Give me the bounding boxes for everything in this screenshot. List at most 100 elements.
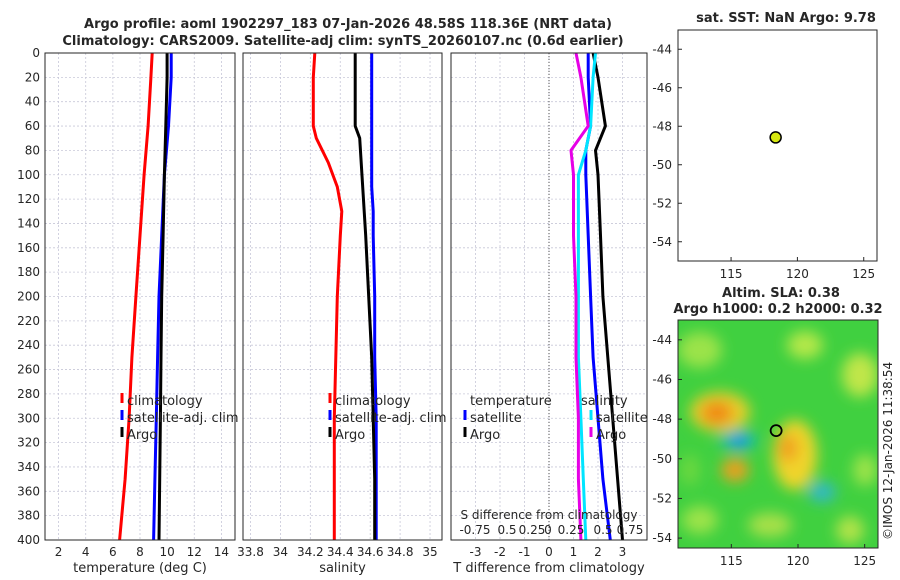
x-tick-label: 34.8 bbox=[387, 545, 414, 559]
top-tick-label: 0 bbox=[544, 523, 552, 537]
top-axis-label: S difference from climatology bbox=[461, 508, 638, 522]
x-tick-label: -3 bbox=[470, 545, 482, 559]
x-tick-label: 33.8 bbox=[237, 545, 264, 559]
x-axis-label: temperature (deg C) bbox=[73, 561, 207, 576]
legend-title-salinity: salinity bbox=[581, 394, 628, 409]
x-tick-label: 34.2 bbox=[297, 545, 324, 559]
series-line-argo bbox=[157, 53, 169, 541]
map-y-tick-label: -48 bbox=[652, 119, 672, 133]
y-tick-label: 80 bbox=[25, 143, 40, 157]
map-y-tick-label: -52 bbox=[652, 491, 672, 505]
y-tick-label: 220 bbox=[17, 314, 40, 328]
y-tick-label: 160 bbox=[17, 241, 40, 255]
title-line-1: Argo profile: aoml 1902297_183 07-Jan-20… bbox=[84, 17, 612, 32]
series-line-argo bbox=[353, 53, 377, 540]
y-tick-label: 20 bbox=[25, 70, 40, 84]
legend-label: Argo bbox=[470, 428, 500, 443]
series-line-climatology bbox=[118, 52, 154, 541]
sla-title-2: Argo h1000: 0.2 h2000: 0.32 bbox=[673, 302, 882, 317]
y-tick-label: 340 bbox=[17, 460, 40, 474]
plot-frame bbox=[242, 52, 443, 541]
x-tick-label: 4 bbox=[82, 545, 90, 559]
y-tick-label: 200 bbox=[17, 290, 40, 304]
sla-map-frame bbox=[677, 319, 879, 549]
map-y-tick-label: -54 bbox=[652, 235, 672, 249]
sla-heatmap bbox=[678, 320, 878, 548]
series-line-climatology bbox=[311, 52, 344, 540]
map-x-tick-label: 115 bbox=[720, 554, 743, 568]
legend-label: climatology bbox=[127, 394, 203, 409]
y-tick-label: 380 bbox=[17, 509, 40, 523]
y-tick-label: 280 bbox=[17, 387, 40, 401]
map-y-tick-label: -52 bbox=[652, 196, 672, 210]
legend-label: satellite bbox=[470, 411, 522, 426]
plot-frame bbox=[450, 52, 648, 541]
sla-title-1: Altim. SLA: 0.38 bbox=[722, 286, 840, 301]
x-tick-label: 0 bbox=[545, 545, 553, 559]
legend-label: Argo bbox=[335, 428, 365, 443]
map-x-tick-label: 120 bbox=[787, 554, 810, 568]
legend-label: satellite-adj. clim bbox=[335, 411, 447, 426]
sst-map-title: sat. SST: NaN Argo: 9.78 bbox=[696, 11, 876, 26]
y-tick-label: 60 bbox=[25, 119, 40, 133]
y-tick-label: 140 bbox=[17, 216, 40, 230]
x-tick-label: 10 bbox=[160, 545, 175, 559]
difference-panel: -3 -2 -1 0 1 2 3 T difference from climatology t… bbox=[450, 52, 648, 576]
map-y-tick-label: -46 bbox=[652, 372, 672, 386]
y-tick-label: 400 bbox=[17, 533, 40, 547]
x-tick-label: 34.6 bbox=[357, 545, 384, 559]
y-tick-label: 320 bbox=[17, 436, 40, 450]
map-y-tick-label: -50 bbox=[652, 158, 672, 172]
legend-label: satellite bbox=[596, 411, 648, 426]
top-tick-label: 0.25 bbox=[558, 523, 585, 537]
x-axis-label: T difference from climatology bbox=[452, 561, 645, 576]
map-x-tick-label: 125 bbox=[852, 267, 875, 281]
sst-map-frame bbox=[677, 29, 878, 262]
y-tick-label: 360 bbox=[17, 484, 40, 498]
y-tick-label: 300 bbox=[17, 411, 40, 425]
x-tick-label: 6 bbox=[109, 545, 117, 559]
legend-label: Argo bbox=[127, 428, 157, 443]
top-tick-label: -0.75 bbox=[459, 523, 490, 537]
map-x-tick-label: 115 bbox=[720, 267, 743, 281]
series-line-salinity-satellite bbox=[576, 52, 597, 541]
series-line-temperature-argo bbox=[591, 52, 624, 541]
map-x-tick-label: 125 bbox=[853, 554, 876, 568]
y-tick-label: 180 bbox=[17, 265, 40, 279]
map-y-tick-label: -44 bbox=[652, 333, 672, 347]
series-line-temperature-satellite bbox=[584, 53, 612, 541]
sla-map-panel: Altim. SLA: 0.38 Argo h1000: 0.2 h2000: … bbox=[652, 286, 882, 568]
x-tick-label: 12 bbox=[187, 545, 202, 559]
x-tick-label: 8 bbox=[136, 545, 144, 559]
title-line-2: Climatology: CARS2009. Satellite-adj cli… bbox=[62, 34, 623, 49]
y-tick-label: 120 bbox=[17, 192, 40, 206]
x-tick-label: -1 bbox=[519, 545, 531, 559]
x-tick-label: 34.4 bbox=[327, 545, 354, 559]
x-tick-label: 2 bbox=[55, 545, 63, 559]
plot-frame bbox=[44, 52, 236, 541]
temperature-panel: 0 20 40 60 80 100 120 140 160 180 200 220 240 260 280 3… bbox=[17, 46, 239, 576]
y-tick-label: 0 bbox=[32, 46, 40, 60]
series-line-satellite-adj-clim bbox=[370, 53, 378, 540]
argo-location-marker bbox=[769, 131, 782, 144]
x-tick-label: 1 bbox=[570, 545, 578, 559]
series-line-salinity-argo bbox=[569, 52, 590, 541]
legend-label: Argo bbox=[596, 428, 626, 443]
sst-map-panel: sat. SST: NaN Argo: 9.78 115 120 125 -44 -46… bbox=[652, 11, 878, 281]
map-y-tick-label: -54 bbox=[652, 531, 672, 545]
legend-label: climatology bbox=[335, 394, 411, 409]
salinity-panel: 33.8 34 34.2 34.4 34.6 34.8 35 salinity climatol… bbox=[237, 52, 447, 576]
top-tick-label: 0.5 bbox=[497, 523, 516, 537]
map-y-tick-label: -50 bbox=[652, 452, 672, 466]
series-line-satellite-adj-clim bbox=[152, 53, 173, 541]
y-tick-label: 40 bbox=[25, 95, 40, 109]
x-tick-label: 34 bbox=[273, 545, 288, 559]
map-y-tick-label: -44 bbox=[652, 42, 672, 56]
y-tick-label: 240 bbox=[17, 338, 40, 352]
map-x-tick-label: 120 bbox=[786, 267, 809, 281]
x-tick-label: 3 bbox=[619, 545, 627, 559]
y-tick-label: 260 bbox=[17, 363, 40, 377]
y-tick-label: 100 bbox=[17, 168, 40, 182]
x-axis-label: salinity bbox=[319, 561, 366, 576]
